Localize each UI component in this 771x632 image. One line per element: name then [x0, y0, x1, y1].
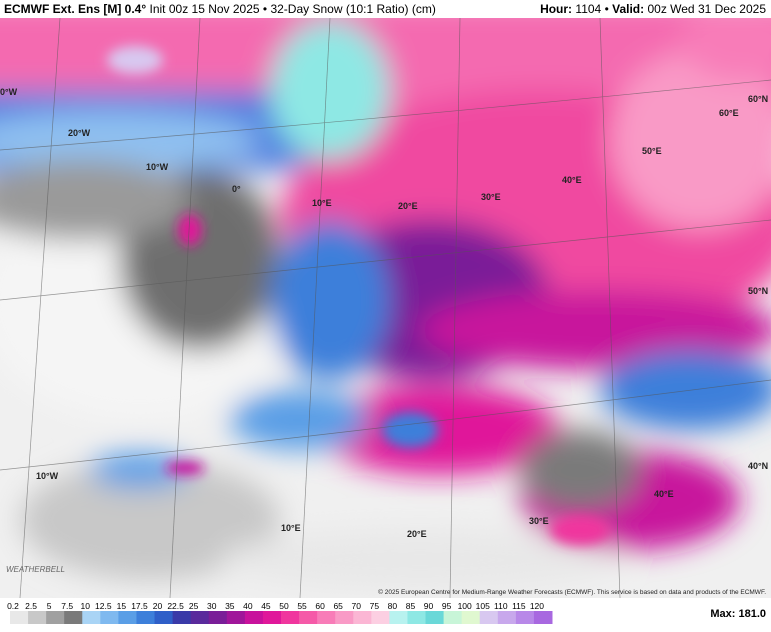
- map-label: 40°E: [654, 489, 674, 499]
- colorbar-label: 35: [225, 601, 235, 611]
- colorbar-label: 70: [352, 601, 362, 611]
- colorbar-swatch: [479, 611, 499, 624]
- colorbar-swatch: [46, 611, 65, 624]
- colorbar-swatch: [190, 611, 210, 624]
- colorbar-label: 75: [370, 601, 380, 611]
- colorbar-swatch: [172, 611, 192, 624]
- max-value: Max: 181.0: [710, 608, 766, 620]
- colorbar-swatch: [154, 611, 174, 624]
- map-label: 50°E: [642, 146, 662, 156]
- colorbar-label: 7.5: [61, 601, 73, 611]
- copyright: © 2025 European Centre for Medium-Range …: [378, 588, 766, 596]
- map-label: 30°E: [529, 516, 549, 526]
- colorbar-label: 120: [530, 601, 544, 611]
- colorbar-label: 100: [458, 601, 472, 611]
- colorbar-swatch: [299, 611, 318, 624]
- colorbar-swatch: [533, 611, 553, 624]
- map-label: 20°E: [398, 201, 418, 211]
- colorbar-label: 105: [476, 601, 490, 611]
- colorbar-swatch: [136, 611, 156, 624]
- colorbar-label: 90: [424, 601, 434, 611]
- map: 0°W 20°W 10°W 0° 10°E 20°E 30°E 40°E 50°…: [0, 18, 771, 598]
- init: Init 00z 15 Nov 2025 • 32-Day Snow (10:1…: [150, 2, 436, 16]
- model: ECMWF Ext. Ens [M] 0.4°: [4, 2, 146, 16]
- colorbar-swatch: [515, 611, 535, 624]
- colorbar-swatch: [208, 611, 228, 624]
- colorbar-label: 20: [153, 601, 163, 611]
- colorbar-label: 110: [494, 601, 508, 611]
- colorbar-label: 2.5: [25, 601, 37, 611]
- valid-label: Valid:: [612, 2, 644, 16]
- header-bar: [0, 0, 771, 18]
- colorbar-swatch: [353, 611, 372, 624]
- colorbar-swatch: [64, 611, 83, 624]
- colorbar-swatch: [118, 611, 137, 624]
- colorbar-swatch: [244, 611, 264, 624]
- colorbar-label: 80: [388, 601, 398, 611]
- map-label: 10°W: [36, 471, 59, 481]
- map-label: 0°W: [0, 87, 18, 97]
- colorbar-swatch: [262, 611, 282, 624]
- colorbar-swatch: [335, 611, 354, 624]
- colorbar-label: 65: [333, 601, 343, 611]
- colorbar-swatch: [497, 611, 517, 624]
- colorbar-swatch: [443, 611, 463, 624]
- valid: 00z Wed 31 Dec 2025: [647, 2, 766, 16]
- colorbar-label: 55: [297, 601, 307, 611]
- colorbar-label: 85: [406, 601, 416, 611]
- map-label: 10°E: [281, 523, 301, 533]
- colorbar-swatch: [100, 611, 119, 624]
- header-right: Hour: 1104 • Valid: 00z Wed 31 Dec 2025: [540, 2, 766, 16]
- map-label: 40°N: [748, 461, 768, 471]
- colorbar-label: 115: [512, 601, 526, 611]
- colorbar-label: 60: [315, 601, 325, 611]
- colorbar-swatch: [371, 611, 390, 624]
- sep: •: [605, 2, 609, 16]
- colorbar-label: 95: [442, 601, 452, 611]
- map-label: 60°E: [719, 108, 739, 118]
- map-label: 10°E: [312, 198, 332, 208]
- colorbar-label: 25: [189, 601, 199, 611]
- colorbar-label: 0.2: [7, 601, 19, 611]
- colorbar-swatch: [226, 611, 246, 624]
- colorbar-label: 12.5: [95, 601, 112, 611]
- map-label: 50°N: [748, 286, 768, 296]
- colorbar-swatch: [407, 611, 427, 624]
- colorbar-label: 50: [279, 601, 289, 611]
- colorbar-label: 22.5: [167, 601, 184, 611]
- map-label: 60°N: [748, 94, 768, 104]
- map-label: 0°: [232, 184, 241, 194]
- colorbar: 0.2 2.5 5 7.5 10 12.5 15 17.5 20 22.5 25 30 35 40 45 50…: [7, 601, 553, 624]
- colorbar-swatch: [425, 611, 445, 624]
- colorbar-swatch: [389, 611, 408, 624]
- hour: 1104: [575, 2, 601, 16]
- map-label: 20°E: [407, 529, 427, 539]
- colorbar-label: 30: [207, 601, 217, 611]
- colorbar-label: 10: [81, 601, 91, 611]
- colorbar-label: 15: [117, 601, 127, 611]
- colorbar-swatch: [82, 611, 101, 624]
- colorbar-label: 45: [261, 601, 271, 611]
- map-label: 10°W: [146, 162, 169, 172]
- hour-label: Hour:: [540, 2, 572, 16]
- map-label: 20°W: [68, 128, 91, 138]
- brand: WEATHERBELL: [6, 565, 65, 574]
- map-label: 40°E: [562, 175, 582, 185]
- colorbar-swatch: [317, 611, 336, 624]
- colorbar-label: 40: [243, 601, 253, 611]
- colorbar-swatch: [281, 611, 300, 624]
- colorbar-swatch: [10, 611, 29, 624]
- colorbar-label: 17.5: [131, 601, 148, 611]
- header-left: ECMWF Ext. Ens [M] 0.4° Init 00z 15 Nov …: [4, 2, 436, 16]
- colorbar-label: 5: [47, 601, 52, 611]
- colorbar-swatch: [28, 611, 47, 624]
- map-label: 30°E: [481, 192, 501, 202]
- colorbar-swatch: [461, 611, 481, 624]
